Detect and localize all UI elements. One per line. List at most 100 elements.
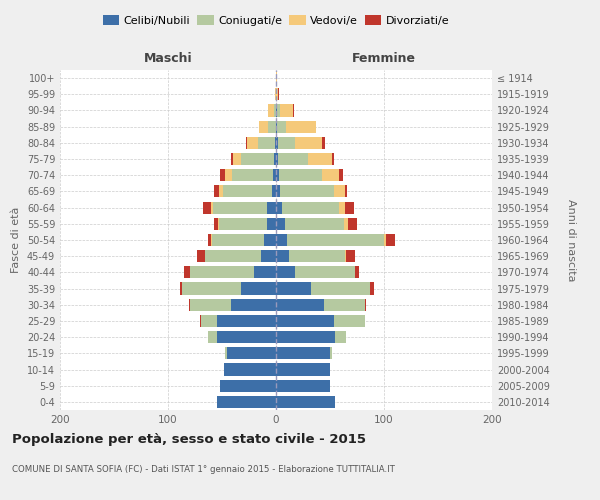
Bar — [276, 186, 280, 198]
Bar — [202, 315, 217, 327]
Bar — [276, 331, 335, 343]
Bar — [257, 137, 275, 149]
Bar — [268, 104, 274, 117]
Bar — [276, 137, 278, 149]
Legend: Celibi/Nubili, Coniugati/e, Vedovi/e, Divorziati/e: Celibi/Nubili, Coniugati/e, Vedovi/e, Di… — [98, 10, 454, 30]
Bar — [276, 250, 289, 262]
Bar — [276, 266, 295, 278]
Bar — [349, 218, 357, 230]
Bar — [280, 104, 293, 117]
Bar — [190, 266, 254, 278]
Bar — [203, 202, 211, 213]
Bar — [276, 104, 277, 117]
Bar — [276, 202, 283, 213]
Bar — [217, 315, 276, 327]
Bar — [278, 153, 308, 165]
Bar — [211, 234, 212, 246]
Bar — [370, 282, 374, 294]
Bar — [334, 186, 345, 198]
Bar — [323, 298, 365, 311]
Bar — [268, 202, 276, 213]
Bar — [322, 137, 325, 149]
Bar — [230, 298, 276, 311]
Bar — [276, 298, 323, 311]
Bar — [184, 266, 190, 278]
Bar — [211, 202, 214, 213]
Bar — [268, 120, 276, 132]
Bar — [219, 186, 223, 198]
Bar — [220, 169, 225, 181]
Bar — [345, 250, 346, 262]
Bar — [225, 169, 232, 181]
Bar — [276, 120, 277, 132]
Bar — [197, 250, 205, 262]
Bar — [276, 364, 330, 376]
Bar — [208, 234, 211, 246]
Bar — [344, 218, 349, 230]
Bar — [308, 153, 332, 165]
Bar — [275, 137, 276, 149]
Bar — [278, 88, 279, 101]
Bar — [386, 234, 395, 246]
Bar — [332, 153, 334, 165]
Bar — [205, 250, 261, 262]
Bar — [284, 218, 344, 230]
Bar — [214, 202, 268, 213]
Bar — [273, 169, 276, 181]
Bar — [223, 186, 272, 198]
Bar — [276, 218, 284, 230]
Bar — [345, 186, 347, 198]
Bar — [241, 282, 276, 294]
Bar — [230, 153, 233, 165]
Bar — [259, 120, 268, 132]
Bar — [279, 169, 322, 181]
Bar — [264, 234, 276, 246]
Bar — [276, 234, 287, 246]
Bar — [278, 137, 295, 149]
Y-axis label: Anni di nascita: Anni di nascita — [566, 198, 577, 281]
Bar — [225, 348, 227, 360]
Bar — [322, 169, 338, 181]
Bar — [276, 396, 335, 408]
Bar — [246, 137, 247, 149]
Bar — [241, 153, 274, 165]
Text: Femmine: Femmine — [352, 52, 416, 65]
Bar — [254, 266, 276, 278]
Bar — [220, 380, 276, 392]
Bar — [335, 331, 346, 343]
Bar — [355, 266, 359, 278]
Text: Popolazione per età, sesso e stato civile - 2015: Popolazione per età, sesso e stato civil… — [12, 432, 366, 446]
Bar — [190, 298, 230, 311]
Bar — [261, 250, 276, 262]
Bar — [200, 315, 202, 327]
Bar — [217, 396, 276, 408]
Bar — [274, 153, 276, 165]
Bar — [330, 348, 332, 360]
Bar — [276, 380, 330, 392]
Bar — [345, 202, 354, 213]
Bar — [227, 348, 276, 360]
Bar — [276, 72, 277, 84]
Bar — [338, 169, 343, 181]
Bar — [232, 169, 273, 181]
Bar — [295, 137, 322, 149]
Bar — [272, 186, 276, 198]
Bar — [268, 218, 276, 230]
Bar — [274, 104, 276, 117]
Bar — [334, 315, 365, 327]
Bar — [277, 104, 280, 117]
Bar — [276, 348, 330, 360]
Bar — [277, 120, 286, 132]
Bar — [208, 331, 217, 343]
Bar — [233, 153, 241, 165]
Text: COMUNE DI SANTA SOFIA (FC) - Dati ISTAT 1° gennaio 2015 - Elaborazione TUTTITALI: COMUNE DI SANTA SOFIA (FC) - Dati ISTAT … — [12, 466, 395, 474]
Bar — [276, 282, 311, 294]
Bar — [212, 234, 264, 246]
Bar — [219, 218, 268, 230]
Bar — [276, 88, 278, 101]
Bar — [224, 364, 276, 376]
Bar — [276, 315, 334, 327]
Bar — [180, 282, 182, 294]
Bar — [275, 88, 276, 101]
Bar — [182, 282, 241, 294]
